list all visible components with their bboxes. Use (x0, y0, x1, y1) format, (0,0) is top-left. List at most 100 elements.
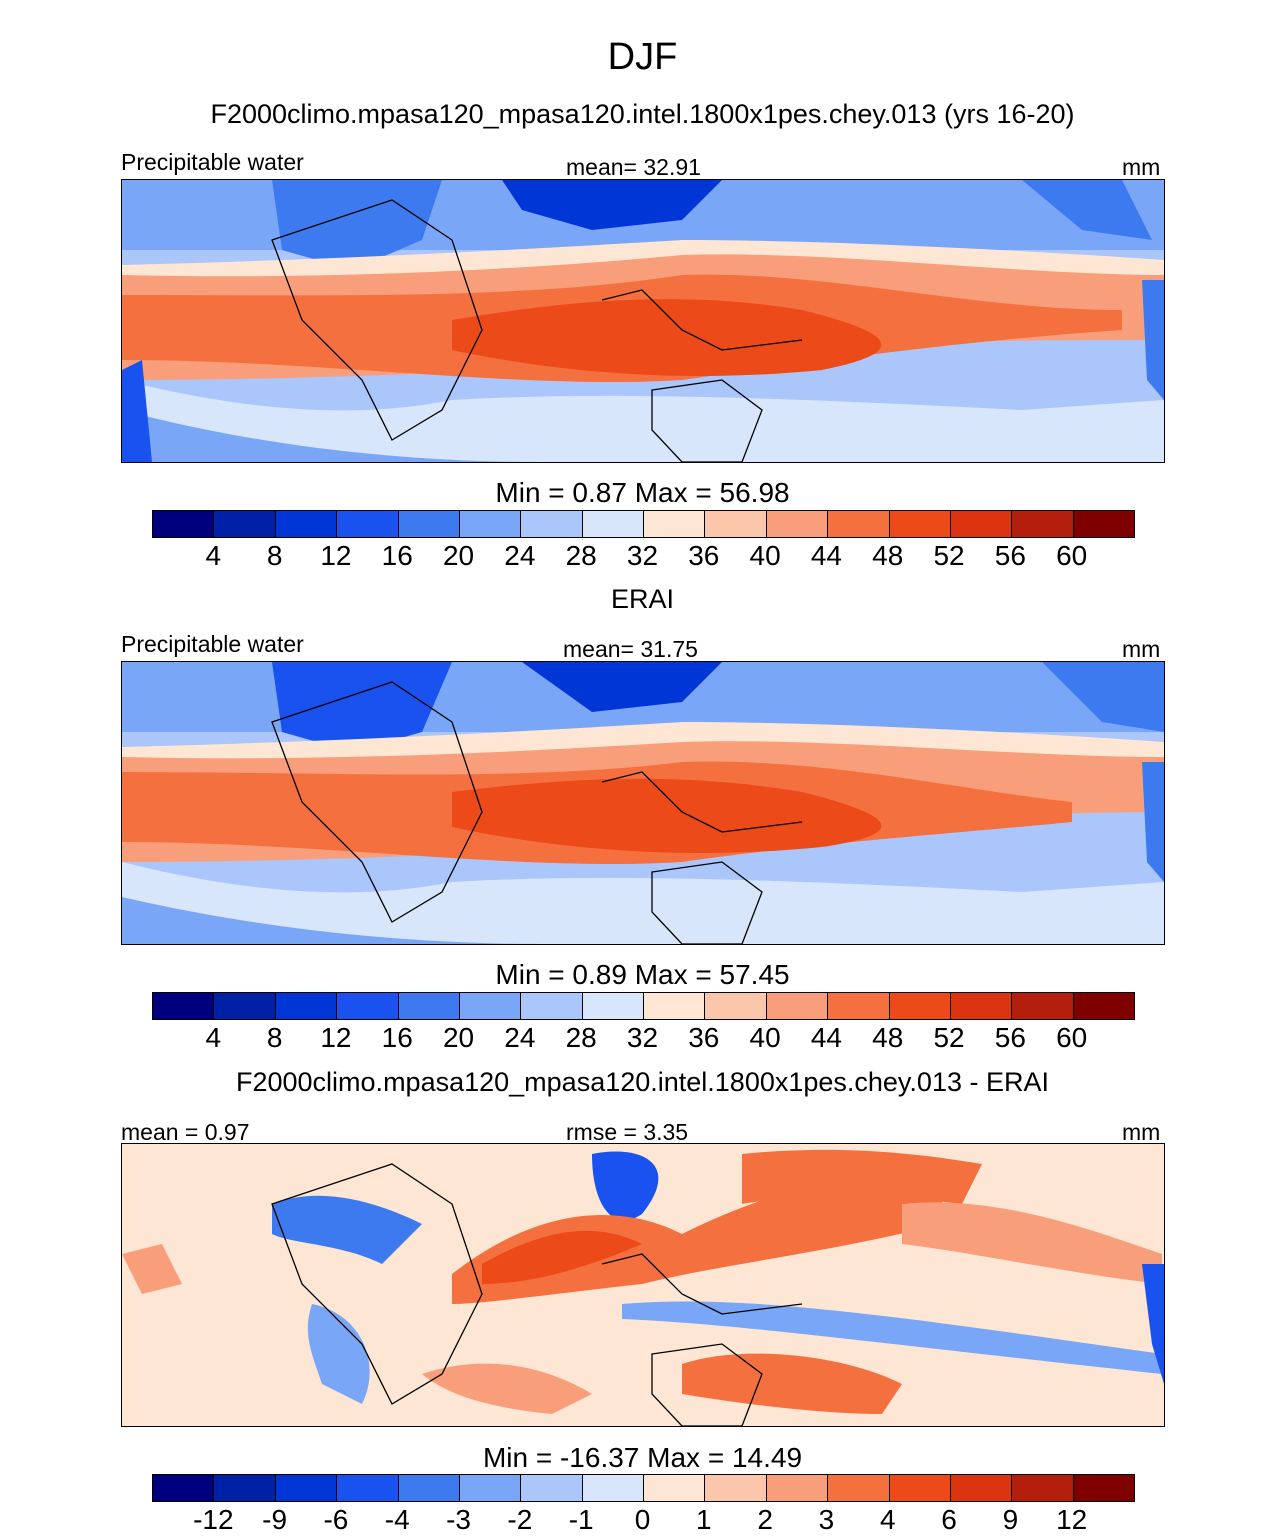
colorbar-swatch (214, 511, 276, 537)
colorbar-tick-label: 8 (266, 1022, 283, 1053)
colorbar-tick-label: -4 (384, 1504, 410, 1535)
colorbar-swatch (1073, 511, 1134, 537)
colorbar-swatch (214, 993, 276, 1019)
colorbar-tick-label: -1 (568, 1504, 594, 1535)
panel-2-mean-label: mean= 31.75 (563, 636, 698, 662)
panel-3-rmse-label: rmse = 3.35 (566, 1119, 689, 1145)
colorbar-swatch (214, 1475, 276, 1501)
colorbar-swatch (398, 993, 460, 1019)
colorbar-tick-label: 48 (872, 1022, 904, 1053)
colorbar-swatch (521, 1475, 583, 1501)
colorbar-tick-label: 28 (565, 1022, 597, 1053)
colorbar-tick-label: 4 (205, 540, 222, 571)
panel-2-map (121, 661, 1165, 945)
colorbar-swatch (1012, 993, 1074, 1019)
colorbar-swatch (889, 993, 951, 1019)
panel-3-minmax: Min = -16.37 Max = 14.49 (482, 1442, 803, 1473)
colorbar-swatch (1073, 1475, 1134, 1501)
colorbar-tick-label: -9 (262, 1504, 288, 1535)
panel-1-colorbar (152, 510, 1135, 538)
colorbar-swatch (889, 1475, 951, 1501)
colorbar-swatch (889, 511, 951, 537)
colorbar-tick-label: -12 (193, 1504, 234, 1535)
colorbar-tick-label: 8 (266, 540, 283, 571)
colorbar-tick-label: 24 (504, 1022, 536, 1053)
colorbar-tick-label: 6 (941, 1504, 957, 1535)
colorbar-swatch (153, 1475, 215, 1501)
colorbar-tick-label: -2 (507, 1504, 533, 1535)
colorbar-tick-label: 40 (749, 1022, 781, 1053)
colorbar-tick-label: 36 (688, 540, 720, 571)
colorbar-swatch (275, 511, 338, 537)
colorbar-tick-label: 3 (818, 1504, 835, 1535)
colorbar-tick-label: 1 (696, 1504, 712, 1535)
colorbar-swatch (459, 993, 522, 1019)
colorbar-swatch (766, 993, 829, 1019)
colorbar-swatch (766, 511, 829, 537)
colorbar-tick-label: 20 (442, 1022, 475, 1053)
colorbar-tick-label: 32 (626, 540, 659, 571)
colorbar-swatch (950, 1475, 1013, 1501)
colorbar-swatch (398, 1475, 460, 1501)
colorbar-swatch (828, 993, 890, 1019)
colorbar-tick-label: -3 (446, 1504, 472, 1535)
panel-2-title: ERAI (610, 584, 675, 614)
colorbar-swatch (398, 511, 460, 537)
colorbar-swatch (1012, 511, 1074, 537)
panel-2-minmax: Min = 0.89 Max = 57.45 (495, 959, 790, 990)
colorbar-swatch (582, 511, 644, 537)
panel-3-colorbar-ticks: -12 -9 -6 -4 -3 -2 -1 0 1 2 3 4 6 9 12 (152, 1504, 1133, 1536)
colorbar-swatch (275, 993, 338, 1019)
colorbar-tick-label: 4 (879, 1504, 896, 1535)
colorbar-tick-label: 52 (933, 1022, 965, 1053)
panel-1-colorbar-ticks: 4 8 12 16 20 24 28 32 36 40 44 48 52 56 60 (152, 540, 1133, 572)
colorbar-swatch (705, 993, 767, 1019)
panel-3-field (122, 1144, 1164, 1426)
colorbar-tick-label: 0 (634, 1504, 651, 1535)
colorbar-swatch (705, 1475, 767, 1501)
colorbar-swatch (275, 1475, 338, 1501)
colorbar-tick-label: 28 (565, 540, 597, 571)
colorbar-tick-label: 56 (994, 540, 1026, 571)
panel-2-field (122, 662, 1164, 944)
colorbar-tick-label: 48 (872, 540, 904, 571)
colorbar-tick-label: 60 (1056, 1022, 1088, 1053)
colorbar-swatch (459, 1475, 522, 1501)
colorbar-tick-label: -6 (323, 1504, 349, 1535)
colorbar-tick-label: 12 (1056, 1504, 1088, 1535)
colorbar-tick-label: 2 (757, 1504, 773, 1535)
colorbar-swatch (950, 511, 1013, 537)
colorbar-swatch (582, 993, 644, 1019)
colorbar-swatch (337, 1475, 399, 1501)
panel-1-mean-label: mean= 32.91 (566, 154, 701, 180)
panel-2-units: mm (1122, 636, 1161, 662)
panel-2-colorbar (152, 992, 1135, 1020)
panel-2-left-label: Precipitable water (121, 631, 304, 657)
colorbar-swatch (459, 511, 522, 537)
panel-3-units: mm (1122, 1119, 1161, 1145)
colorbar-tick-label: 4 (205, 1022, 222, 1053)
colorbar-tick-label: 44 (810, 1022, 843, 1053)
panel-1-field (122, 180, 1164, 462)
colorbar-tick-label: 56 (994, 1022, 1026, 1053)
panel-3-colorbar (152, 1474, 1135, 1502)
colorbar-tick-label: 20 (442, 540, 475, 571)
colorbar-swatch (1073, 993, 1134, 1019)
colorbar-tick-label: 60 (1056, 540, 1088, 571)
colorbar-tick-label: 16 (381, 540, 413, 571)
colorbar-tick-label: 9 (1002, 1504, 1019, 1535)
panel-3-map (121, 1143, 1165, 1427)
colorbar-swatch (644, 511, 706, 537)
colorbar-swatch (828, 1475, 890, 1501)
colorbar-swatch (337, 511, 399, 537)
colorbar-swatch (521, 993, 583, 1019)
panel-1-map (121, 179, 1165, 463)
colorbar-swatch (828, 511, 890, 537)
colorbar-tick-label: 32 (626, 1022, 659, 1053)
colorbar-tick-label: 12 (320, 540, 352, 571)
colorbar-tick-label: 44 (810, 540, 843, 571)
colorbar-swatch (153, 993, 215, 1019)
colorbar-swatch (582, 1475, 644, 1501)
colorbar-tick-label: 16 (381, 1022, 413, 1053)
panel-3-left-label: mean = 0.97 (121, 1119, 250, 1145)
